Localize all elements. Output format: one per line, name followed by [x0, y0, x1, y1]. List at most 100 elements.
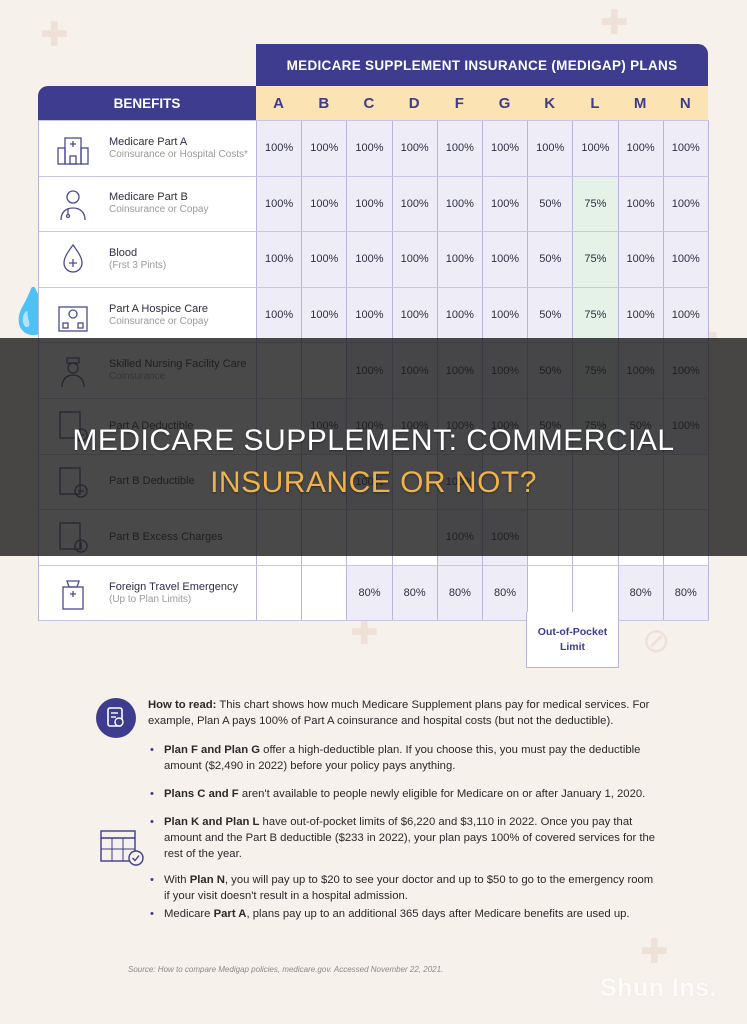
coverage-cell-c: 100%: [347, 176, 393, 232]
coverage-cell-c: 100%: [347, 232, 393, 287]
source-citation: Source: How to compare Medigap policies,…: [128, 965, 444, 974]
page-title: MEDICARE SUPPLEMENT: COMMERCIAL INSURANC…: [0, 420, 747, 504]
note-text: With: [164, 874, 190, 886]
coverage-cell-a: [257, 565, 303, 621]
table-row: Medicare Part B Coinsurance or Copay 100% 1…: [39, 176, 709, 233]
benefit-cell: Medicare Part B Coinsurance or Copay: [39, 176, 257, 232]
coverage-cell-f: 100%: [437, 287, 483, 343]
coverage-cell-d: 80%: [392, 565, 438, 621]
note-emphasis: Plan K and Plan L: [164, 816, 260, 828]
how-to-read-text: How to read: This chart shows how much M…: [148, 697, 678, 729]
plan-column-n: N: [662, 86, 708, 120]
coverage-cell-l: 100%: [573, 121, 619, 176]
coverage-cell-n: 100%: [663, 287, 709, 343]
benefit-cell: Foreign Travel Emergency (Up to Plan Limi…: [39, 565, 257, 621]
calendar-check-icon: [100, 828, 146, 868]
table-row: Blood (Frst 3 Pints) 100% 100% 100% 100% 100% 1…: [39, 232, 709, 288]
benefits-header: BENEFITS: [38, 86, 256, 120]
plan-column-c: C: [346, 86, 392, 120]
coverage-cell-m: 100%: [618, 176, 664, 232]
benefit-subtext: Coinsurance or Copay: [109, 204, 209, 216]
coverage-cell-c: 80%: [347, 565, 393, 621]
title-line-2: INSURANCE OR NOT?: [210, 466, 537, 499]
coverage-cell-l: 75%: [573, 232, 619, 287]
plan-column-f: F: [436, 86, 482, 120]
coverage-cell-n: 100%: [663, 176, 709, 232]
coverage-cell-d: 100%: [392, 121, 438, 176]
coverage-cell-d: 100%: [392, 232, 438, 287]
notes-list: Plan F and Plan G offer a high-deductibl…: [148, 742, 658, 934]
coverage-cell-c: 100%: [347, 287, 393, 343]
note-text: , plans pay up to an additional 365 days…: [246, 908, 630, 920]
benefit-name: Medicare Part B: [109, 191, 188, 204]
note-emphasis: Part A: [213, 908, 247, 920]
note-item: With Plan N, you will pay up to $20 to s…: [148, 872, 658, 904]
coverage-cell-a: 100%: [257, 287, 303, 343]
coverage-cell-k: 50%: [528, 232, 574, 287]
hospice-icon: [51, 296, 95, 334]
plan-column-d: D: [391, 86, 437, 120]
plan-column-a: A: [256, 86, 302, 120]
title-overlay: [0, 338, 747, 556]
coverage-cell-m: 80%: [618, 565, 664, 621]
how-to-read-label: How to read:: [148, 699, 217, 711]
watermark-logo: Shun Ins.: [600, 974, 717, 1002]
coverage-cell-a: 100%: [257, 176, 303, 232]
benefit-subtext: Coinsurance or Hospital Costs*: [109, 148, 248, 160]
benefit-cell: Medicare Part A Coinsurance or Hospital C…: [39, 121, 257, 176]
coverage-cell-n: 100%: [663, 121, 709, 176]
plan-column-k: K: [527, 86, 573, 120]
coverage-cell-c: 100%: [347, 121, 393, 176]
coverage-cell-b: 100%: [302, 176, 348, 232]
plan-column-b: B: [301, 86, 347, 120]
table-row: Medicare Part A Coinsurance or Hospital C…: [39, 120, 709, 177]
coverage-cell-l: 75%: [573, 176, 619, 232]
coverage-cell-d: 100%: [392, 176, 438, 232]
note-item: Medicare Part A, plans pay up to an addi…: [148, 906, 658, 922]
blood-drop-icon: [51, 240, 95, 278]
coverage-cell-m: 100%: [618, 121, 664, 176]
plans-header: MEDICARE SUPPLEMENT INSURANCE (MEDIGAP) …: [256, 44, 708, 86]
note-item: Plan K and Plan L have out-of-pocket lim…: [148, 814, 658, 862]
note-emphasis: Plans C and F: [164, 788, 239, 800]
hospital-icon: [51, 129, 95, 167]
coverage-cell-d: 100%: [392, 287, 438, 343]
plane-hospital-icon: [51, 574, 95, 612]
note-text: , you will pay up to $20 to see your doc…: [164, 874, 654, 902]
background-pill-icon: ⊘: [642, 622, 671, 660]
table-row: Foreign Travel Emergency (Up to Plan Limi…: [39, 565, 709, 622]
benefit-subtext: (Up to Plan Limits): [109, 593, 192, 605]
benefit-cell: Blood (Frst 3 Pints): [39, 232, 257, 287]
plan-column-m: M: [617, 86, 663, 120]
coverage-cell-b: 100%: [302, 287, 348, 343]
coverage-cell-g: 80%: [482, 565, 529, 621]
note-text: offer a high-deductible plan. If you cho…: [164, 744, 641, 772]
coverage-cell-m: 100%: [618, 232, 664, 287]
document-icon: [96, 698, 136, 738]
note-text: aren't available to people newly eligibl…: [238, 788, 646, 800]
benefit-name: Blood: [109, 246, 138, 259]
coverage-cell-f: 100%: [437, 121, 483, 176]
plan-column-l: L: [572, 86, 618, 120]
coverage-cell-k: 50%: [528, 287, 574, 343]
benefit-subtext: (Frst 3 Pints): [109, 259, 167, 271]
table-row: Part A Hospice Care Coinsurance or Copay 1…: [39, 287, 709, 344]
benefit-cell: Part A Hospice Care Coinsurance or Copay: [39, 287, 257, 343]
coverage-cell-k: 50%: [528, 176, 574, 232]
coverage-cell-f: 100%: [437, 176, 483, 232]
background-plus-icon: ✚: [350, 614, 379, 652]
coverage-cell-k: [528, 565, 574, 621]
coverage-cell-g: 100%: [482, 232, 529, 287]
coverage-cell-g: 100%: [482, 287, 529, 343]
note-text: Medicare: [164, 908, 214, 920]
title-line-1: MEDICARE SUPPLEMENT: COMMERCIAL: [72, 424, 675, 457]
coverage-cell-n: 80%: [663, 565, 709, 621]
doctor-icon: [51, 185, 95, 223]
coverage-cell-l: [573, 565, 619, 621]
coverage-cell-g: 100%: [482, 176, 529, 232]
note-item: Plans C and F aren't available to people…: [148, 786, 658, 802]
coverage-cell-l: 75%: [573, 287, 619, 343]
benefit-name: Medicare Part A: [109, 135, 188, 148]
coverage-cell-f: 100%: [437, 232, 483, 287]
